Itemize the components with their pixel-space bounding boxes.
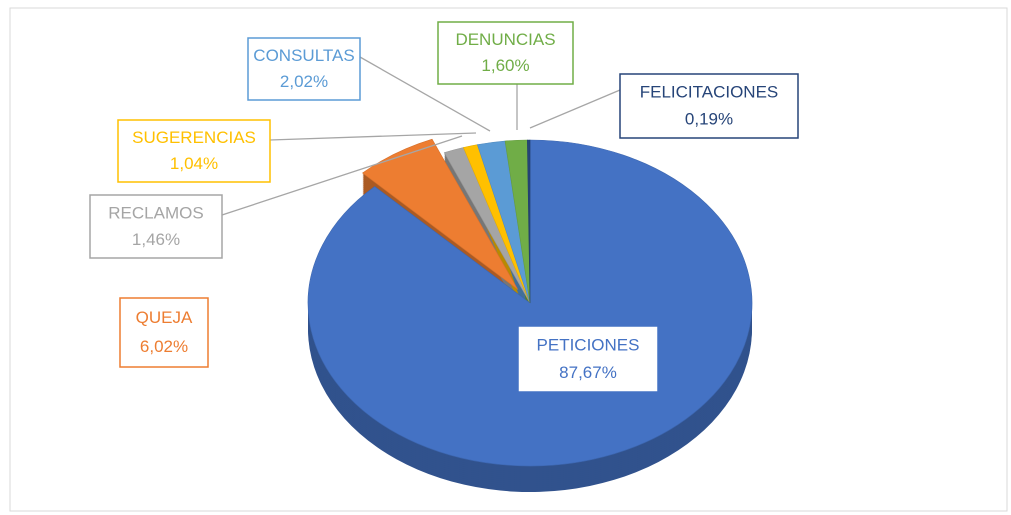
category-label: PETICIONES (537, 335, 640, 354)
label-box (119, 297, 209, 368)
label-box (247, 37, 361, 101)
value-label: 2,02% (280, 72, 328, 91)
leader-line (221, 135, 463, 216)
value-label: 1,60% (481, 56, 529, 75)
label-box (437, 21, 574, 85)
slice (527, 139, 531, 304)
category-label: DENUNCIAS (455, 30, 555, 49)
category-label: CONSULTAS (253, 46, 354, 65)
leader-line (359, 56, 491, 132)
category-label: SUGERENCIAS (132, 128, 256, 147)
category-label: FELICITACIONES (640, 83, 779, 102)
value-label: 1,46% (132, 230, 180, 249)
label-box (89, 194, 223, 259)
category-label: RECLAMOS (108, 203, 203, 222)
slice (362, 138, 519, 290)
value-label: 0,19% (685, 110, 733, 129)
value-label: 1,04% (170, 154, 218, 173)
category-label: QUEJA (136, 308, 193, 327)
label-box (619, 73, 799, 139)
leader-line (269, 132, 477, 141)
value-label: 87,67% (559, 363, 617, 382)
value-label: 6,02% (140, 337, 188, 356)
label-box (117, 119, 271, 183)
label-box (517, 325, 659, 393)
leader-line (529, 89, 621, 129)
